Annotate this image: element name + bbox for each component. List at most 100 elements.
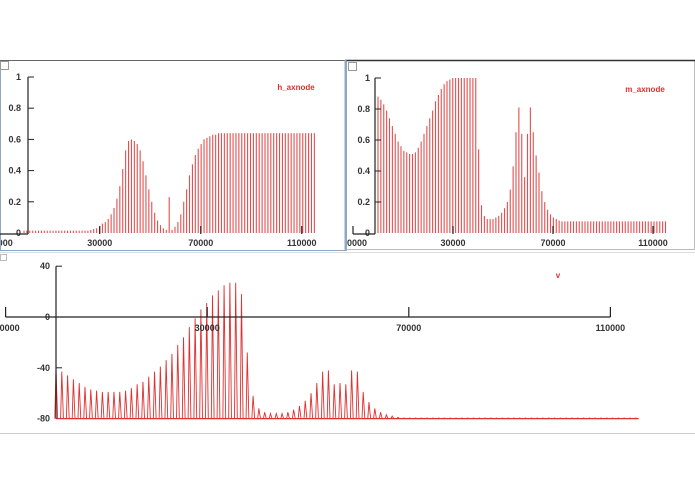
spike bbox=[402, 417, 406, 420]
spike bbox=[106, 391, 111, 419]
spike bbox=[89, 389, 93, 419]
x-tick-label: 30000 bbox=[440, 238, 465, 248]
spike bbox=[205, 303, 209, 419]
spike bbox=[512, 417, 516, 420]
spike bbox=[384, 413, 389, 419]
spike bbox=[245, 352, 250, 419]
spike bbox=[634, 417, 638, 420]
spike bbox=[60, 371, 64, 419]
spike bbox=[593, 417, 597, 420]
y-tick-label: 0.6 bbox=[8, 134, 21, 144]
x-tick-label: 70000 bbox=[540, 238, 565, 248]
x-tick-label: -10000 bbox=[0, 323, 20, 333]
m-panel-menu-checkbox[interactable] bbox=[348, 62, 357, 71]
spike bbox=[332, 384, 337, 419]
spike bbox=[326, 370, 331, 419]
spike bbox=[558, 417, 563, 420]
v-panel-menu-checkbox[interactable] bbox=[0, 254, 7, 261]
spike bbox=[315, 383, 319, 419]
spike bbox=[181, 337, 186, 419]
spike bbox=[222, 285, 227, 419]
spike bbox=[344, 384, 348, 419]
x-tick-label: 30000 bbox=[87, 238, 112, 248]
spike bbox=[228, 282, 232, 419]
x-tick-label: 70000 bbox=[396, 323, 421, 333]
spike bbox=[506, 417, 510, 420]
spike bbox=[616, 417, 620, 420]
spike bbox=[147, 376, 151, 419]
spike bbox=[483, 417, 487, 420]
x-tick-label: 110000 bbox=[287, 238, 317, 248]
spike bbox=[297, 405, 302, 419]
x-tick-label: 110000 bbox=[638, 238, 668, 248]
spike bbox=[611, 417, 615, 420]
spike bbox=[437, 417, 441, 420]
spike bbox=[263, 412, 267, 419]
x-tick-label: -10000 bbox=[0, 238, 13, 248]
spike bbox=[129, 388, 134, 419]
spike bbox=[471, 417, 476, 420]
spike bbox=[291, 409, 296, 419]
h-panel-menu-checkbox[interactable] bbox=[0, 61, 9, 70]
y-tick-label: 0.4 bbox=[357, 166, 370, 176]
spike bbox=[112, 391, 117, 419]
y-tick-label: 0.2 bbox=[8, 197, 21, 207]
spike bbox=[413, 417, 418, 420]
spike bbox=[408, 417, 412, 420]
spike bbox=[170, 353, 174, 419]
spike bbox=[83, 386, 88, 419]
spike bbox=[582, 417, 586, 420]
spike bbox=[239, 294, 244, 419]
spike bbox=[529, 417, 534, 420]
spike bbox=[309, 393, 314, 419]
spike bbox=[564, 417, 568, 420]
x-tick-label: -10000 bbox=[339, 238, 367, 248]
spike bbox=[419, 417, 423, 420]
v-legend: v bbox=[556, 271, 561, 280]
spike bbox=[448, 417, 452, 420]
spike bbox=[94, 390, 99, 419]
spike bbox=[477, 417, 481, 420]
spike bbox=[199, 309, 203, 419]
spike bbox=[118, 391, 122, 419]
spike bbox=[367, 402, 372, 419]
spike bbox=[216, 290, 221, 419]
spike bbox=[570, 417, 574, 420]
y-tick-label: 1 bbox=[365, 73, 370, 83]
spike bbox=[442, 417, 447, 420]
spike bbox=[280, 411, 285, 419]
spike bbox=[152, 371, 157, 419]
spike bbox=[234, 282, 238, 419]
spike bbox=[518, 417, 522, 420]
spike bbox=[71, 379, 76, 419]
spike bbox=[349, 370, 354, 419]
spike bbox=[605, 417, 609, 420]
y-tick-label: 0.4 bbox=[8, 166, 21, 176]
y-tick-label: 0.6 bbox=[357, 135, 370, 145]
spike bbox=[576, 417, 580, 420]
y-tick-label: -40 bbox=[37, 363, 50, 373]
m-axnode-legend: m_axnode bbox=[625, 85, 665, 94]
y-tick-label: 0.8 bbox=[8, 103, 21, 113]
spike bbox=[500, 417, 505, 420]
spike bbox=[361, 391, 366, 419]
spike bbox=[535, 417, 539, 420]
spike bbox=[257, 408, 261, 419]
spike bbox=[303, 400, 308, 419]
spike bbox=[587, 417, 591, 420]
y-tick-label: 40 bbox=[40, 261, 50, 271]
spike bbox=[390, 415, 395, 419]
spike bbox=[466, 417, 470, 420]
spike bbox=[425, 417, 429, 420]
spike bbox=[628, 417, 632, 420]
spike bbox=[274, 411, 279, 419]
spike bbox=[158, 366, 163, 419]
spike bbox=[495, 417, 499, 420]
spike bbox=[431, 417, 435, 420]
spike bbox=[141, 381, 145, 419]
spike bbox=[135, 384, 140, 419]
spike bbox=[65, 375, 70, 419]
spike bbox=[77, 383, 82, 419]
spike bbox=[460, 417, 464, 420]
y-tick-label: 0 bbox=[16, 228, 21, 238]
